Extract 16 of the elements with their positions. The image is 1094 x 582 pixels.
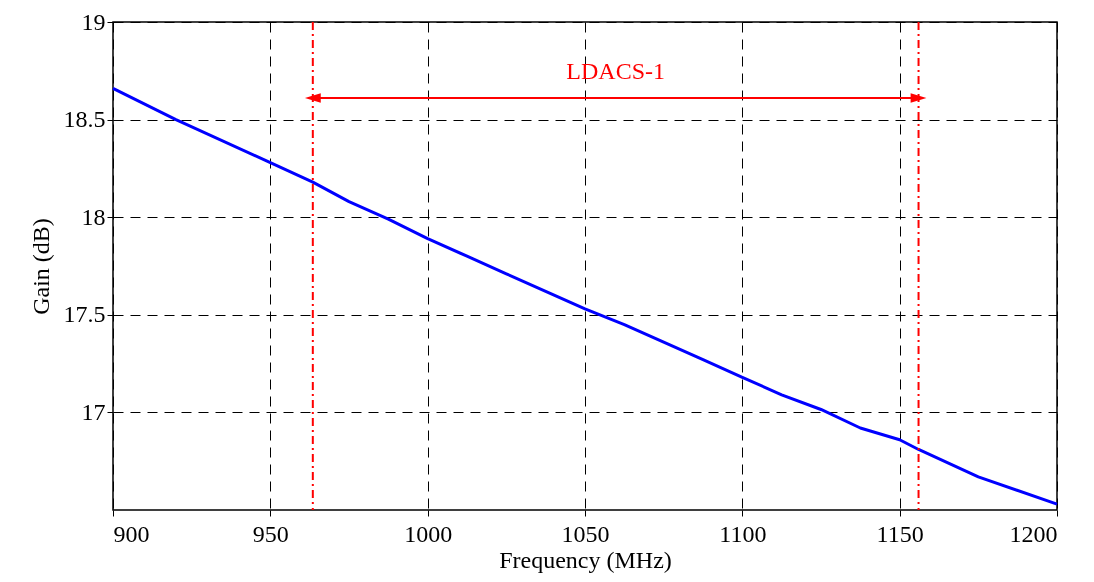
y-tick-label: 17.5	[63, 301, 106, 328]
x-tick-label: 1050	[561, 520, 610, 547]
x-tick-label: 950	[252, 520, 289, 547]
x-tick-label: 900	[113, 520, 150, 547]
line-series	[111, 86, 1059, 506]
x-tick-label: 1100	[719, 520, 767, 547]
y-tick-label: 17	[81, 398, 106, 425]
y-tick-label: 18	[81, 203, 106, 230]
y-tick-label: 19	[81, 8, 106, 35]
y-tick-label: 18.5	[63, 106, 106, 133]
y-axis-title: Gain (dB)	[27, 218, 54, 315]
x-tick-label: 1000	[404, 520, 453, 547]
x-axis-title: Frequency (MHz)	[499, 546, 672, 573]
x-tick-label: 1200	[1009, 520, 1058, 547]
x-tick-label: 1150	[876, 520, 924, 547]
annotation: LDACS-1	[566, 58, 666, 84]
